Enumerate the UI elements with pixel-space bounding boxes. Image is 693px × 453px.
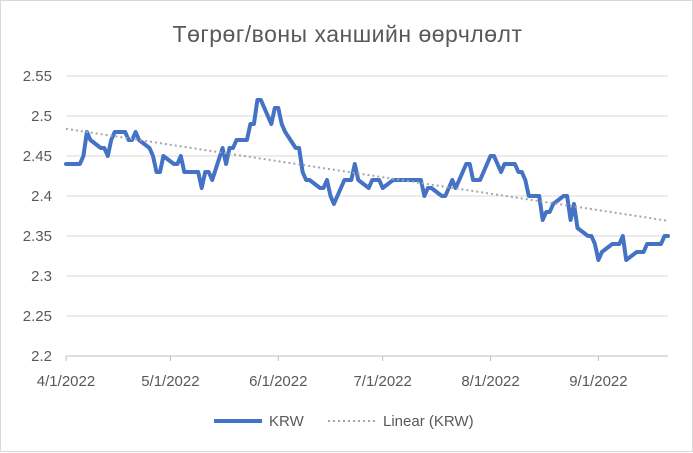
x-tick-label: 9/1/2022 [569, 373, 627, 390]
chart-title: Төгрөг/воны ханшийн өөрчлөлт [172, 21, 523, 47]
y-tick-label: 2.25 [23, 308, 52, 325]
x-tick-label: 6/1/2022 [249, 373, 307, 390]
trendline-series [65, 127, 669, 222]
krw-series-line [64, 98, 670, 262]
y-tick-label: 2.5 [31, 108, 52, 125]
x-tick-label: 7/1/2022 [353, 373, 411, 390]
legend-label-krw: KRW [269, 413, 305, 430]
y-tick-label: 2.2 [31, 348, 52, 365]
x-tick-label: 4/1/2022 [37, 373, 95, 390]
y-tick-label: 2.35 [23, 228, 52, 245]
x-tick-label: 5/1/2022 [141, 373, 199, 390]
y-tick-label: 2.45 [23, 148, 52, 165]
y-tick-label: 2.3 [31, 268, 52, 285]
legend-label-linear: Linear (KRW) [383, 413, 474, 430]
y-tick-label: 2.4 [31, 188, 52, 205]
x-tick-label: 8/1/2022 [461, 373, 519, 390]
y-tick-label: 2.55 [23, 68, 52, 85]
